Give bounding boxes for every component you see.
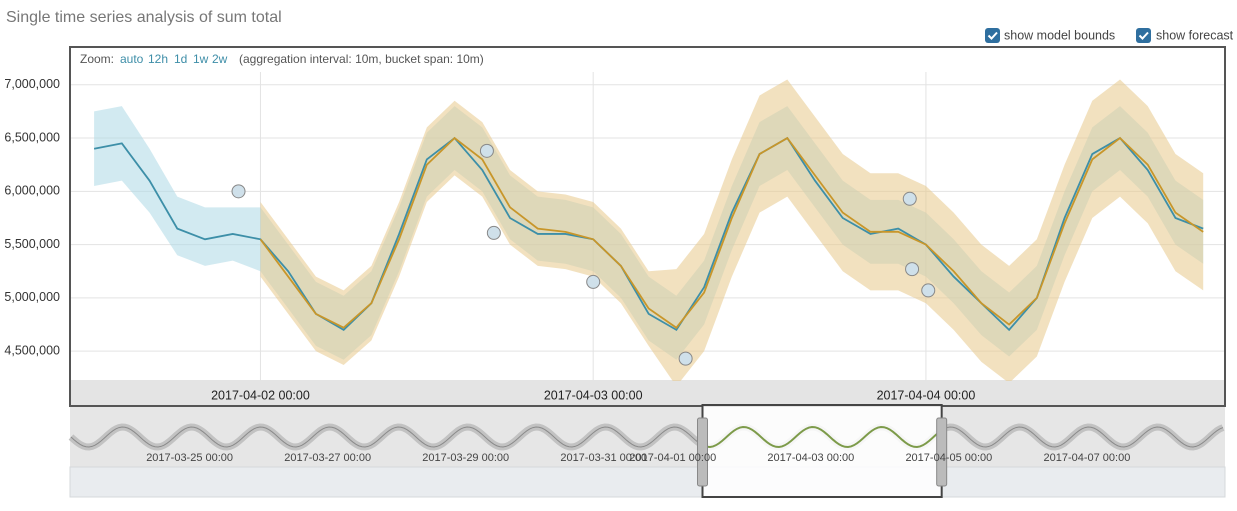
checkbox[interactable]: show model bounds: [985, 28, 1115, 43]
brush-handle[interactable]: [697, 417, 709, 487]
anomaly-marker: [902, 191, 917, 206]
zoom-option[interactable]: 12h: [148, 52, 168, 66]
anomaly-marker: [486, 225, 501, 240]
checkmark: [987, 31, 998, 40]
checkbox-label[interactable]: show model bounds: [1004, 28, 1115, 42]
y-tick-label: 5,500,000: [4, 237, 60, 251]
y-tick-label: 6,500,000: [4, 130, 60, 144]
x-tick-label: 2017-04-02 00:00: [211, 388, 310, 402]
context-tick-label: 2017-03-27 00:00: [284, 452, 371, 464]
checkbox-label[interactable]: show forecast: [1156, 28, 1234, 42]
y-tick-label: 6,000,000: [4, 184, 60, 198]
zoom-option[interactable]: 2w: [212, 52, 228, 66]
y-tick-label: 4,500,000: [4, 343, 60, 357]
checkbox-box[interactable]: [1136, 28, 1151, 43]
anomaly-marker: [479, 143, 494, 158]
zoom-option[interactable]: auto: [120, 52, 144, 66]
context-tick-label: 2017-03-31 00:00: [560, 452, 647, 464]
zoom-option[interactable]: 1d: [174, 52, 187, 66]
series-line: [93, 136, 1204, 332]
zoom-option[interactable]: 1w: [193, 52, 209, 66]
context-tick-label: 2017-04-03 00:00: [767, 452, 854, 464]
bounds-band: [260, 79, 1204, 381]
x-tick-label: 2017-04-04 00:00: [877, 388, 976, 402]
swimlane: [69, 466, 1226, 498]
context-chart: 2017-03-25 00:00 2017-03-27 00:00 2017-03-…: [68, 404, 1225, 498]
x-axis-band: [70, 380, 1225, 406]
anomaly-marker: [921, 283, 936, 298]
plot-area: [71, 72, 1224, 381]
context-tick-label: 2017-04-01 00:00: [629, 452, 716, 464]
checkbox[interactable]: show forecast: [1136, 28, 1234, 43]
y-tick-label: 5,000,000: [4, 290, 60, 304]
series-line: [259, 136, 1204, 329]
checkmark: [1138, 31, 1149, 40]
brush-wave: [703, 426, 942, 448]
y-tick-label: 7,000,000: [4, 77, 60, 91]
x-tick-label: 2017-04-03 00:00: [544, 388, 643, 402]
page-title: Single time series analysis of sum total: [6, 9, 282, 26]
brush-handle[interactable]: [936, 417, 948, 487]
anomaly-marker: [678, 351, 693, 366]
context-tick-label: 2017-04-05 00:00: [905, 452, 992, 464]
anomaly-marker: [586, 274, 601, 289]
context-tick-label: 2017-04-07 00:00: [1043, 452, 1130, 464]
anomaly-marker: [905, 262, 920, 277]
context-tick-label: 2017-03-29 00:00: [422, 452, 509, 464]
zoom-info: (aggregation interval: 10m, bucket span:…: [239, 52, 484, 66]
zoom-label: Zoom:: [80, 52, 114, 66]
context-tick-label: 2017-03-25 00:00: [146, 452, 233, 464]
focus-frame: [69, 46, 1226, 407]
checkbox-box[interactable]: [985, 28, 1000, 43]
anomaly-marker: [231, 184, 246, 199]
context-wave-line: [70, 426, 1224, 448]
brush-window: [701, 404, 943, 498]
